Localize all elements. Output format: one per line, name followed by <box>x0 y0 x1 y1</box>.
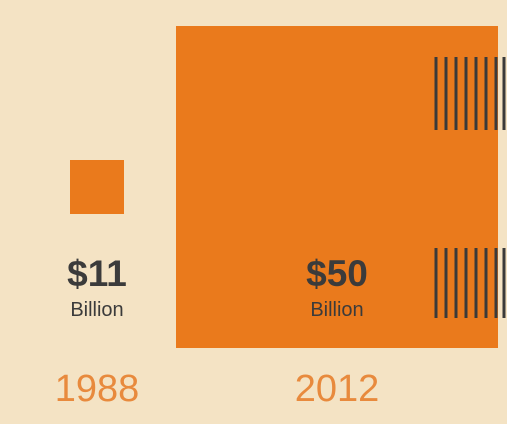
third-item-hatch-bottom <box>434 248 506 318</box>
unit-label-1988: Billion <box>70 299 124 321</box>
year-label-1988: 1988 <box>54 368 140 410</box>
year-label-2012: 2012 <box>294 368 380 410</box>
square-2012 <box>176 26 498 348</box>
square-1988 <box>70 160 124 214</box>
third-item-hatch-top <box>434 57 506 130</box>
unit-label-2012: Billion <box>310 299 364 321</box>
value-label-2012: $50 <box>306 253 368 294</box>
value-label-1988: $11 <box>67 253 127 294</box>
